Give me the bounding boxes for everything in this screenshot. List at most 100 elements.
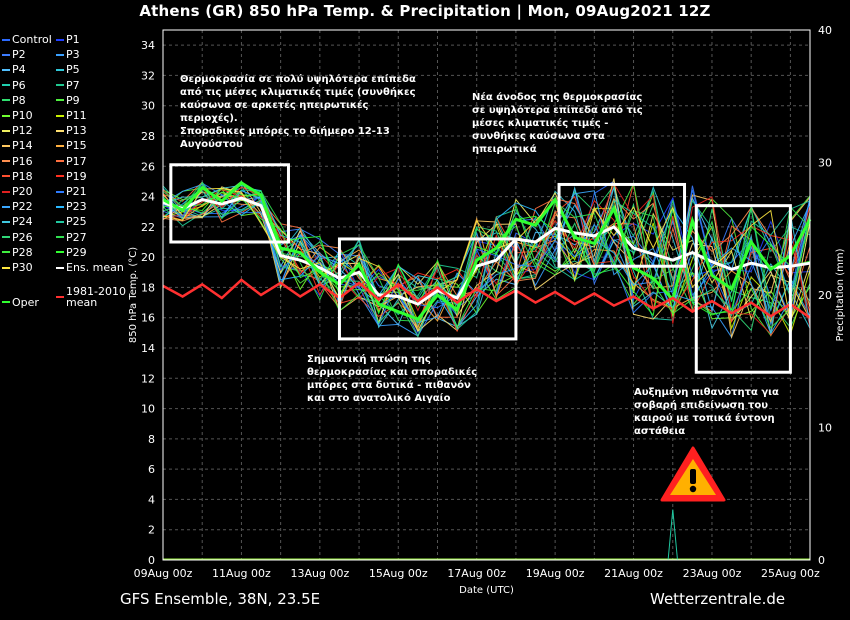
- x-tick-label: 19Aug 00z: [526, 567, 585, 580]
- annotation-line: ηπειρωτικά: [472, 144, 537, 155]
- legend-swatch: [2, 129, 10, 132]
- legend-item: P27: [56, 232, 87, 243]
- y-tick-label: 4: [148, 493, 155, 506]
- legend-swatch: [56, 84, 64, 87]
- legend-label: P10: [12, 109, 33, 122]
- legend-swatch: [2, 84, 10, 87]
- annotation-line: και στο ανατολικό Αιγαίο: [307, 393, 451, 404]
- series-line: [162, 196, 811, 306]
- y-tick-label: 2: [148, 524, 155, 537]
- legend-swatch: [56, 205, 64, 208]
- annotation-box: [169, 163, 290, 244]
- annotation-line: μέσες κλιματικές τιμές -: [472, 118, 609, 129]
- member-line: [162, 184, 811, 334]
- legend-item: P26: [2, 232, 33, 243]
- chart-title: Athens (GR) 850 hPa Temp. & Precipitatio…: [139, 2, 711, 20]
- legend-label: P28: [12, 245, 33, 259]
- y-tick-label: 24: [141, 191, 155, 204]
- y-tick-label: 22: [141, 221, 155, 234]
- legend-label: P8: [12, 93, 26, 107]
- y-tick-label: 18: [141, 281, 155, 294]
- legend-label: Control: [12, 33, 52, 46]
- legend-swatch: [56, 236, 64, 239]
- legend-label: P27: [66, 230, 87, 244]
- y-right-tick-label: 40: [818, 24, 832, 37]
- legend-item: P30: [2, 262, 33, 273]
- y-tick-label: 12: [141, 372, 155, 385]
- annotation-line: περιοχές).: [180, 113, 238, 124]
- legend-label: P22: [12, 200, 33, 214]
- legend-swatch: [56, 53, 64, 56]
- legend-label: P6: [12, 78, 26, 92]
- legend-swatch: [56, 144, 64, 147]
- legend-item: P18: [2, 171, 33, 182]
- annotation-box: [337, 237, 518, 341]
- warning-exclamation-dot: [689, 485, 697, 493]
- legend-item: Ens. mean: [56, 262, 124, 273]
- legend-label: P19: [66, 169, 87, 183]
- annotation-line: συνθήκες καύσωνα στα: [472, 131, 605, 142]
- x-tick-label: 15Aug 00z: [369, 567, 428, 580]
- legend-item: 1981-2010 mean: [56, 286, 126, 308]
- annotation-temp-rise: Νέα άνοδος της θερμοκρασίας σε υψηλότερα …: [472, 91, 643, 156]
- legend-item: P21: [56, 186, 87, 197]
- legend-swatch: [2, 53, 10, 56]
- legend-swatch: [56, 266, 64, 269]
- annotation-line: μπόρες στα δυτικά - πιθανόν: [307, 380, 471, 391]
- annotation-line: Νέα άνοδος της θερμοκρασίας: [472, 92, 643, 103]
- legend-swatch: [56, 99, 64, 102]
- y-right-tick-label: 10: [818, 422, 832, 435]
- legend-item: P3: [56, 49, 80, 60]
- legend-swatch: [56, 175, 64, 178]
- legend-swatch: [2, 38, 10, 41]
- plot-frame: [162, 29, 811, 561]
- legend-label: P26: [12, 230, 33, 244]
- legend-label: P25: [66, 215, 87, 229]
- annotation-line: αστάθεια: [634, 426, 686, 437]
- legend-item: P23: [56, 201, 87, 212]
- legend-swatch: [56, 38, 64, 41]
- legend-item: P15: [56, 140, 87, 151]
- legend-item: P11: [56, 110, 87, 121]
- legend-label: P17: [66, 154, 87, 168]
- y-right-tick-label: 30: [818, 157, 832, 170]
- legend-swatch: [56, 190, 64, 193]
- x-axis-label: Date (UTC): [459, 585, 514, 596]
- y-tick-label: 34: [141, 39, 155, 52]
- y-right-tick-label: 20: [818, 289, 832, 302]
- legend-swatch: [56, 68, 64, 71]
- legend-label: P12: [12, 124, 33, 138]
- warning-icon: [660, 446, 726, 502]
- x-tick-label: 17Aug 00z: [447, 567, 506, 580]
- legend-label: 1981-2010 mean: [66, 285, 126, 310]
- x-tick-label: 25Aug 00z: [761, 567, 820, 580]
- x-tick-label: 09Aug 00z: [134, 567, 193, 580]
- legend-label: P21: [66, 185, 87, 198]
- y-tick-label: 20: [141, 251, 155, 264]
- annotation-line: καύσωνα σε αρκετές ηπειρωτικές: [180, 100, 369, 111]
- legend-label: P18: [12, 169, 33, 183]
- annotation-line: Αυξημένη πιθανότητα για: [634, 387, 779, 398]
- annotation-boxes: [169, 163, 792, 374]
- legend-item: P10: [2, 110, 33, 121]
- legend-item: P5: [56, 64, 80, 75]
- legend-swatch: [2, 190, 10, 193]
- key-series-lines: [162, 181, 812, 321]
- legend-swatch: [2, 251, 10, 254]
- legend-item: P28: [2, 247, 33, 258]
- annotation-line: Θερμοκρασία σε πολύ υψηλότερα επίπεδα: [180, 74, 416, 85]
- legend-label: P23: [66, 200, 87, 214]
- member-line: [162, 187, 811, 332]
- member-line: [162, 197, 811, 329]
- annotation-line: Σποραδικες μπόρες το διήμερο 12-13: [180, 126, 390, 137]
- legend-item: P25: [56, 216, 87, 227]
- legend-swatch: [2, 160, 10, 163]
- x-tick-label: 21Aug 00z: [604, 567, 663, 580]
- legend-swatch: [2, 99, 10, 102]
- legend-item: P22: [2, 201, 33, 212]
- y-right-tick-label: 0: [818, 554, 825, 567]
- annotation-box: [694, 204, 792, 374]
- annotation-heatwave-early: Θερμοκρασία σε πολύ υψηλότερα επίπεδα από…: [180, 73, 416, 151]
- legend-label: P15: [66, 139, 87, 153]
- series-line: [162, 278, 811, 319]
